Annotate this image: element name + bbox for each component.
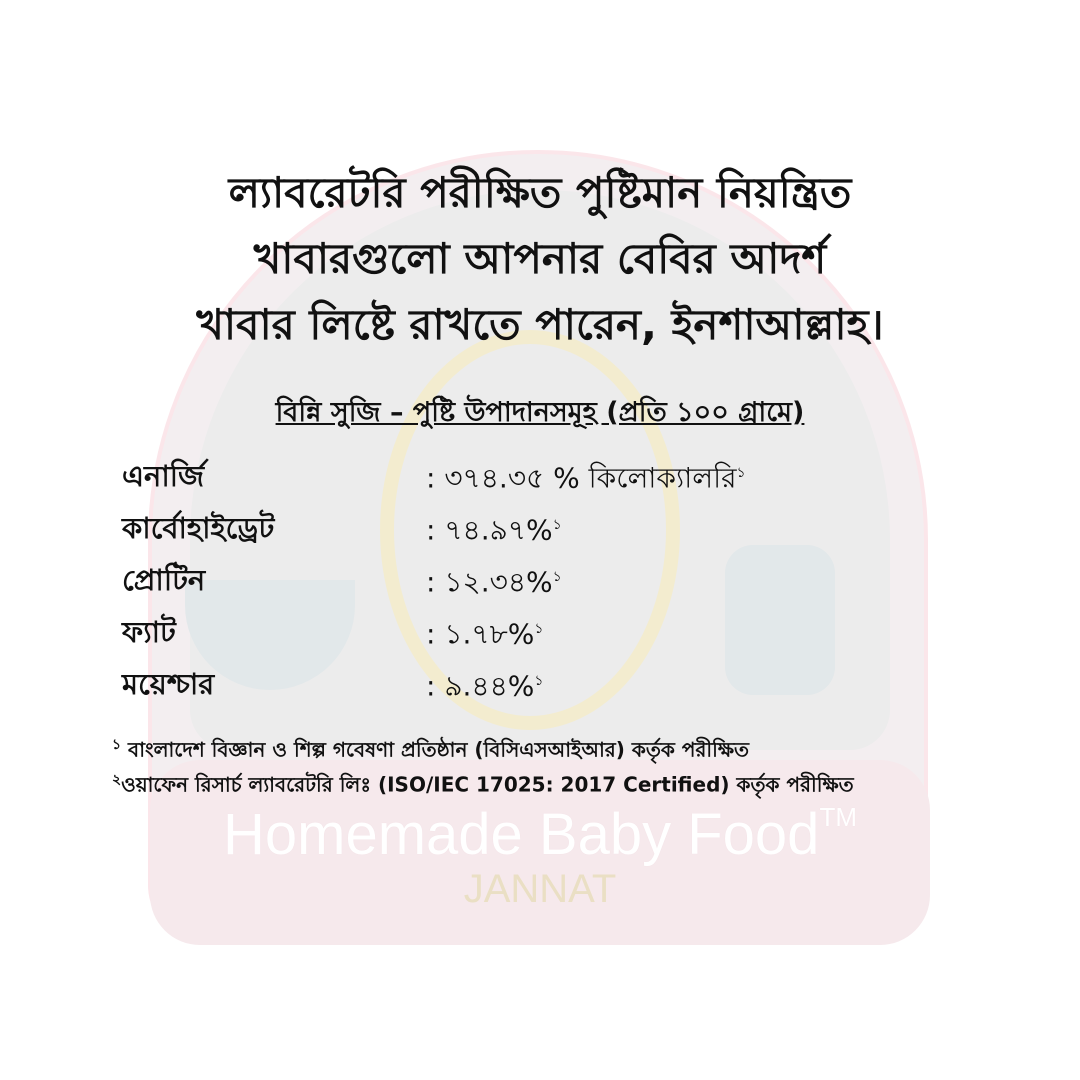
headline: ল্যাবরেটরি পরীক্ষিত পুষ্টিমান নিয়ন্ত্রি…: [0, 160, 1080, 358]
nutrient-row: প্রোটিন : ১২.৩৪%১: [122, 554, 1080, 606]
headline-line: খাবার লিষ্টে রাখতে পারেন, ইনশাআল্লাহ।: [196, 300, 884, 349]
nutrient-name: ময়েশ্চার: [122, 667, 215, 701]
headline-line: ল্যাবরেটরি পরীক্ষিত পুষ্টিমান নিয়ন্ত্রি…: [228, 168, 852, 217]
nutrient-value: : ৩৭৪.৩৫ % কিলোক্যালরি১: [426, 461, 746, 495]
footnote-ref: ১: [552, 569, 562, 586]
nutrient-value: : ১.৭৮%১: [426, 617, 544, 651]
footnotes: ১ বাংলাদেশ বিজ্ঞান ও শিল্প গবেষণা প্রতিষ…: [0, 730, 1080, 799]
footnote-ref: ১: [736, 465, 746, 482]
watermark-text: Homemade Baby FoodTM JANNAT: [0, 803, 1080, 911]
nutrient-value: : ১২.৩৪%১: [426, 565, 562, 599]
watermark-brand: JANNAT: [463, 867, 617, 912]
footnote-ref: ১: [552, 517, 562, 534]
nutrient-value: : ৭৪.৯৭%১: [426, 513, 562, 547]
poster-content: ল্যাবরেটরি পরীক্ষিত পুষ্টিমান নিয়ন্ত্রি…: [0, 160, 1080, 911]
nutrient-name: ফ্যাট: [122, 615, 176, 649]
nutrient-name: প্রোটিন: [122, 563, 206, 597]
footnote-ref: ১: [534, 621, 544, 638]
watermark-banner: [150, 760, 930, 945]
nutrient-list: এনার্জি : ৩৭৪.৩৫ % কিলোক্যালরি১ কার্বোহাই…: [0, 450, 1080, 710]
footnote: ১ বাংলাদেশ বিজ্ঞান ও শিল্প গবেষণা প্রতিষ…: [112, 737, 750, 762]
nutrition-title: বিন্নি সুজি – পুষ্টি উপাদানসমূহ (প্রতি ১…: [275, 397, 805, 428]
nutrient-name: কার্বোহাইড্রেট: [122, 511, 275, 545]
nutrient-row: এনার্জি : ৩৭৪.৩৫ % কিলোক্যালরি১: [122, 450, 1080, 502]
nutrient-name: এনার্জি: [122, 459, 205, 493]
nutrient-value: : ৯.৪৪%১: [426, 669, 544, 703]
nutrient-row: ময়েশ্চার : ৯.৪৪%১: [122, 658, 1080, 710]
watermark-tagline: Homemade Baby Food: [223, 802, 820, 868]
nutrient-row: কার্বোহাইড্রেট : ৭৪.৯৭%১: [122, 502, 1080, 554]
headline-line: খাবারগুলো আপনার বেবির আদর্শ: [253, 234, 827, 283]
watermark-tm: TM: [819, 802, 857, 833]
nutrient-row: ফ্যাট : ১.৭৮%১: [122, 606, 1080, 658]
footnote: ২ওয়াফেন রিসার্চ ল্যাবরেটরি লিঃ (ISO/IEC…: [112, 771, 854, 797]
baby-bottle-icon: [725, 545, 835, 695]
footnote-ref: ১: [534, 673, 544, 690]
